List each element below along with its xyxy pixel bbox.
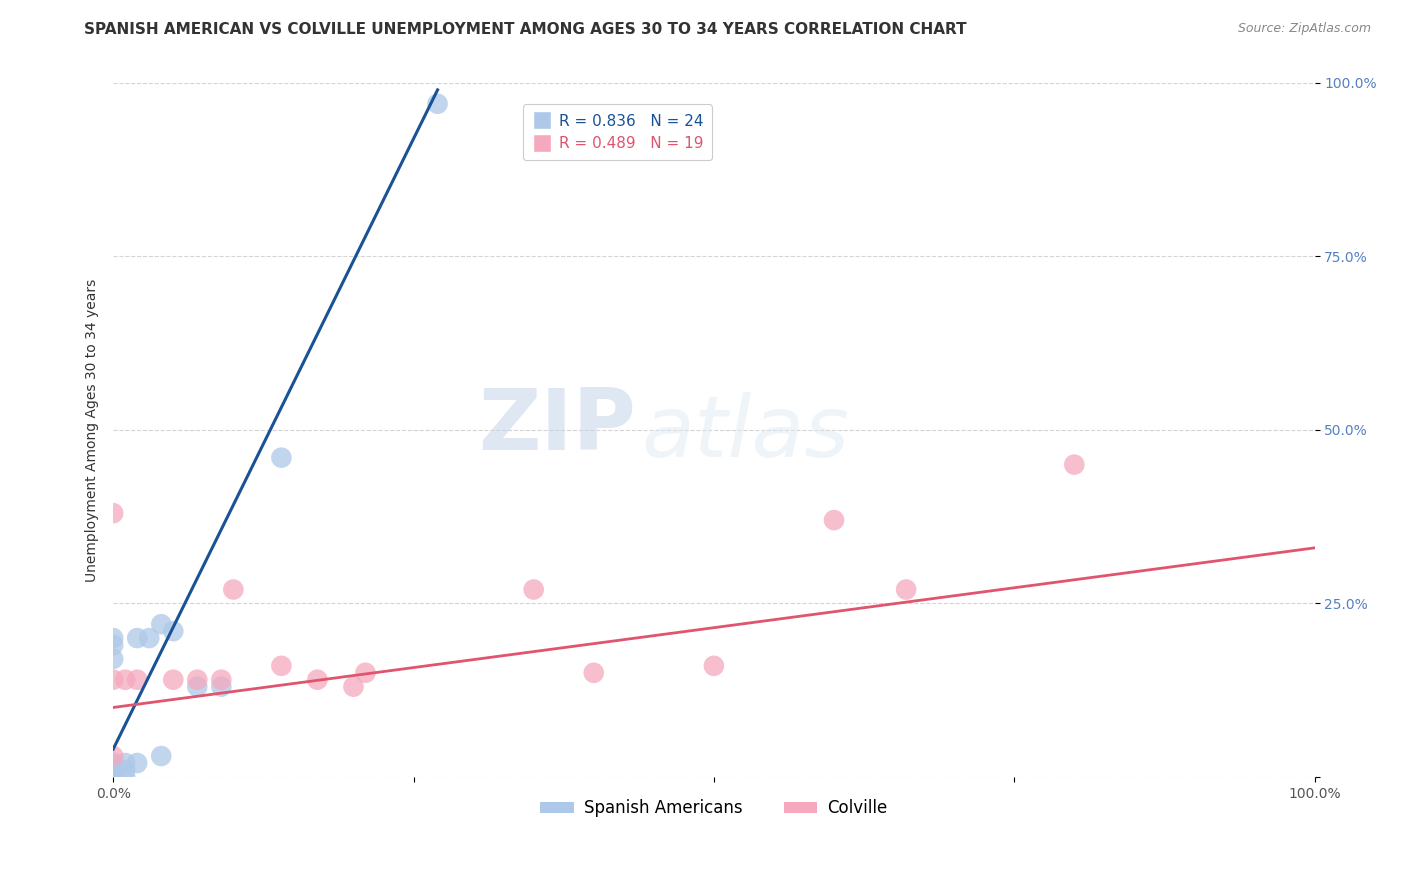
Point (103, 770, 125, 784)
Point (703, 658, 725, 673)
Point (103, 749, 125, 764)
Point (103, 770, 125, 784)
Point (162, 624, 184, 639)
Point (103, 770, 125, 784)
Point (307, 673, 329, 687)
Point (222, 582, 245, 597)
Point (162, 673, 184, 687)
Point (354, 665, 377, 680)
Point (103, 631, 125, 645)
Point (150, 617, 173, 632)
Point (209, 680, 232, 694)
Text: atlas: atlas (641, 392, 849, 475)
Point (103, 763, 125, 777)
Y-axis label: Unemployment Among Ages 30 to 34 years: Unemployment Among Ages 30 to 34 years (86, 278, 100, 582)
Point (114, 756, 136, 770)
Point (127, 673, 149, 687)
Point (186, 673, 208, 687)
Point (103, 506, 125, 520)
Point (582, 665, 605, 680)
Point (138, 631, 160, 645)
Point (114, 763, 136, 777)
Point (1063, 458, 1085, 472)
Point (114, 770, 136, 784)
Point (103, 763, 125, 777)
Point (103, 756, 125, 770)
Point (426, 96, 449, 111)
Point (103, 652, 125, 666)
Point (894, 582, 917, 597)
Point (150, 749, 173, 764)
Point (103, 673, 125, 687)
Point (103, 770, 125, 784)
Point (523, 582, 546, 597)
Text: ZIP: ZIP (478, 385, 636, 468)
Point (127, 756, 149, 770)
Point (270, 658, 292, 673)
Point (186, 680, 208, 694)
Text: Source: ZipAtlas.com: Source: ZipAtlas.com (1237, 22, 1371, 36)
Point (127, 631, 149, 645)
Text: SPANISH AMERICAN VS COLVILLE UNEMPLOYMENT AMONG AGES 30 TO 34 YEARS CORRELATION : SPANISH AMERICAN VS COLVILLE UNEMPLOYMEN… (84, 22, 967, 37)
Legend: Spanish Americans, Colville: Spanish Americans, Colville (534, 793, 894, 824)
Point (823, 513, 845, 527)
Point (103, 770, 125, 784)
Point (209, 673, 232, 687)
Point (114, 673, 136, 687)
Point (270, 450, 292, 465)
Point (342, 680, 364, 694)
Point (103, 638, 125, 652)
